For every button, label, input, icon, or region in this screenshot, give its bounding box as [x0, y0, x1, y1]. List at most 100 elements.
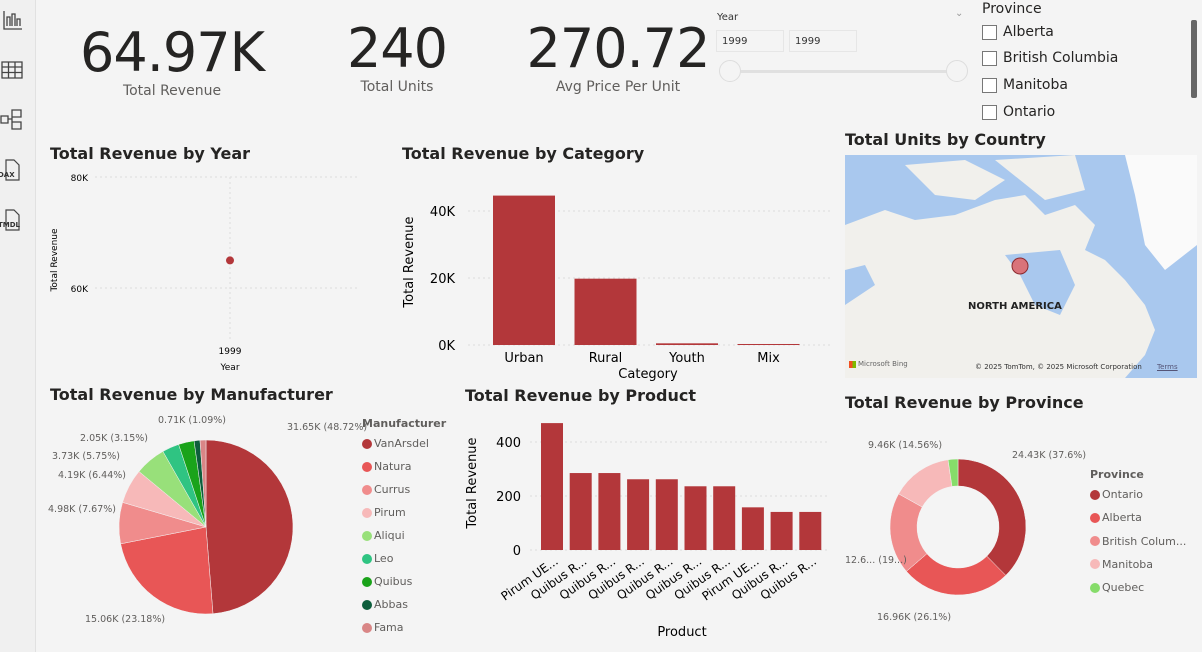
y-tick-label: 60K	[71, 285, 89, 295]
view-sidebar: DAX TMDL	[0, 0, 36, 652]
y-tick-label: 80K	[71, 174, 89, 184]
legend-item[interactable]: Pirum	[362, 506, 406, 519]
data-label: 15.06K (23.18%)	[85, 614, 165, 625]
tmdl-label: TMDL	[0, 221, 21, 229]
legend-item[interactable]: Ontario	[1090, 488, 1143, 501]
province-scrollbar[interactable]	[1191, 20, 1197, 98]
province-option-ontario[interactable]: Ontario	[982, 104, 1055, 120]
kpi-avg-price-label: Avg Price Per Unit	[555, 79, 681, 95]
legend-item[interactable]: Quebec	[1090, 581, 1144, 594]
checkbox[interactable]	[982, 104, 997, 120]
dax-label: DAX	[0, 171, 15, 179]
bar-urban	[493, 195, 555, 345]
data-label: 31.65K (48.72%)	[287, 422, 367, 433]
legend-item[interactable]: Leo	[362, 552, 393, 565]
legend-item[interactable]: Manitoba	[1090, 558, 1153, 571]
legend-marker	[362, 576, 372, 587]
map-copyright: © 2025 TomTom, © 2025 Microsoft Corporat…	[975, 363, 1142, 371]
year-slider-track[interactable]	[730, 70, 958, 73]
legend-label: Ontario	[1102, 488, 1143, 501]
legend-label: Quibus	[374, 575, 413, 588]
y-tick-label: 0K	[438, 339, 455, 354]
legend-item[interactable]: Abbas	[362, 598, 408, 611]
x-tick-label: Rural	[589, 351, 623, 366]
option-label: Ontario	[1003, 104, 1056, 120]
product-chart-title: Total Revenue by Product	[465, 386, 696, 405]
checkbox[interactable]	[982, 77, 997, 93]
legend-marker	[1090, 489, 1100, 500]
legend-label: Manitoba	[1102, 557, 1154, 571]
province-option-british-columbia[interactable]: British Columbia	[982, 50, 1118, 66]
legend-label: Pirum	[374, 506, 406, 519]
province-chart-title: Total Revenue by Province	[845, 393, 1084, 412]
legend-item[interactable]: Natura	[362, 460, 412, 473]
province-option-alberta[interactable]: Alberta	[982, 24, 1054, 40]
legend-label: VanArsdel	[374, 437, 429, 450]
legend-item[interactable]: British Colum...	[1090, 535, 1186, 548]
x-tick-label: Urban	[504, 351, 543, 366]
checkbox[interactable]	[982, 24, 997, 40]
tmdl-view-icon[interactable]: TMDL	[0, 208, 24, 234]
data-label: 9.46K (14.56%)	[868, 440, 942, 451]
dax-query-icon[interactable]: DAX	[0, 158, 24, 184]
legend-marker	[362, 438, 372, 449]
legend-item[interactable]: Quibus	[362, 575, 412, 588]
model-view-icon[interactable]	[0, 108, 24, 132]
x-tick-label: Mix	[757, 351, 780, 366]
chevron-down-icon[interactable]: ⌄	[955, 8, 964, 19]
y-tick-label: 400	[496, 436, 521, 451]
table-view-icon[interactable]	[0, 58, 24, 82]
checkbox[interactable]	[982, 50, 997, 66]
legend-label: Natura	[374, 460, 412, 473]
legend-item[interactable]: Currus	[362, 483, 410, 496]
map-title: Total Units by Country	[845, 130, 1046, 149]
product-bar	[684, 486, 707, 550]
map-visual[interactable]: NORTH AMERICA Microsoft Bing © 2025 TomT…	[845, 155, 1197, 378]
legend-item[interactable]: Alberta	[1090, 511, 1142, 524]
year-slider-start-handle[interactable]	[719, 60, 741, 82]
data-label: 4.98K (7.67%)	[48, 504, 116, 515]
option-label: Alberta	[1003, 24, 1054, 40]
map-region-label: NORTH AMERICA	[968, 301, 1062, 312]
slice-british-colum-	[889, 493, 928, 572]
data-label: 24.43K (37.6%)	[1012, 450, 1086, 461]
legend-label: Currus	[374, 483, 411, 496]
kpi-avg-price-value: 270.72	[526, 17, 711, 80]
year-from-input[interactable]: 1999	[716, 30, 784, 52]
legend-marker	[362, 484, 372, 495]
year-to-input[interactable]: 1999	[789, 30, 857, 52]
y-tick-label: 200	[496, 490, 521, 505]
slice-alberta	[906, 553, 1007, 596]
kpi-total-revenue-label: Total Revenue	[122, 83, 222, 99]
legend-item[interactable]: Fama	[362, 621, 404, 634]
y-axis-title: Total Revenue	[50, 228, 60, 293]
province-option-manitoba[interactable]: Manitoba	[982, 77, 1068, 93]
legend-marker	[1090, 536, 1100, 547]
legend-marker	[362, 461, 372, 472]
bar-mix	[737, 343, 800, 345]
slice-natura	[120, 526, 214, 615]
year-slider-end-handle[interactable]	[946, 60, 968, 82]
legend-marker	[362, 599, 372, 610]
data-label: 16.96K (26.1%)	[877, 612, 951, 623]
legend-item[interactable]: VanArsdel	[362, 437, 429, 450]
map-bubble[interactable]	[1011, 257, 1029, 275]
legend-label: Aliqui	[374, 529, 405, 542]
product-bar	[541, 423, 563, 550]
slice-fama	[199, 439, 207, 528]
legend-item[interactable]: Aliqui	[362, 529, 405, 542]
data-label: 3.73K (5.75%)	[52, 451, 120, 462]
bing-logo: Microsoft Bing	[849, 360, 908, 368]
legend-label: Quebec	[1102, 581, 1145, 595]
x-axis-title: Category	[618, 367, 678, 382]
map-land	[845, 155, 1197, 378]
kpi-total-revenue-value: 64.97K	[79, 21, 265, 84]
map-terms-link[interactable]: Terms	[1157, 363, 1178, 371]
legend-marker	[362, 507, 372, 518]
legend-label: Leo	[374, 552, 394, 565]
data-label: 2.05K (3.15%)	[80, 433, 148, 444]
report-view-icon[interactable]	[1, 8, 25, 32]
legend-marker	[362, 622, 372, 633]
slice-ontario	[957, 458, 1027, 576]
legend-marker	[362, 553, 372, 564]
